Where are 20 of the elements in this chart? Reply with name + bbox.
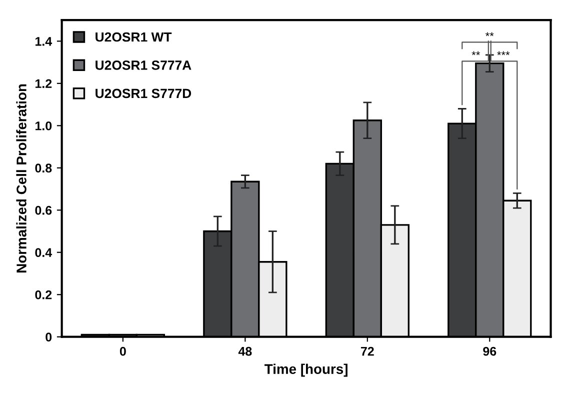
y-tick-label: 1.0: [36, 121, 52, 130]
y-tick-label: 0.6: [35, 206, 52, 215]
annotation: **: [472, 51, 480, 56]
y-tick-label: 0.4: [35, 248, 52, 258]
legend-label: U2OSR1 WT: [96, 32, 172, 42]
y-tick-label: 0.2: [35, 290, 52, 300]
x-tick-label: 48: [238, 346, 252, 356]
x-tick-label: 72: [360, 346, 374, 356]
y-tick-label: 0.8: [35, 164, 52, 173]
x-tick-label: 0: [120, 346, 126, 356]
y-tick-label: 1.4: [36, 37, 52, 46]
y-tick-label: 0: [46, 332, 52, 342]
legend-label: U2OSR1 S777D: [96, 88, 192, 98]
legend-label: U2OSR1 S777A: [96, 60, 192, 70]
x-axis-title: Time [hours]: [264, 364, 348, 377]
annotation: ***: [497, 51, 510, 56]
annotation: **: [485, 32, 494, 36]
x-tick-label: 96: [483, 346, 496, 356]
y-tick-label: 1.2: [36, 79, 52, 88]
y-axis-title: Normalized Cell Proliferation: [16, 84, 26, 272]
